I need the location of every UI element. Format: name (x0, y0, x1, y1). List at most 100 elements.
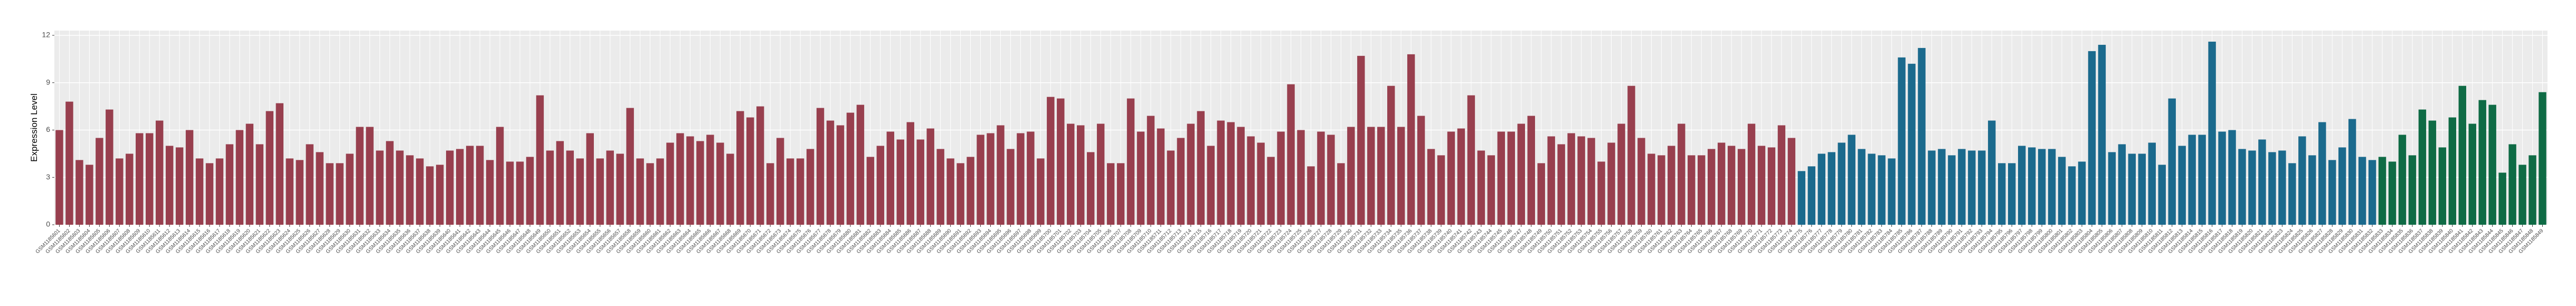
bar (1688, 155, 1696, 225)
bar (2298, 136, 2306, 225)
bar (726, 154, 734, 225)
bar (1777, 125, 1786, 225)
bar (2468, 123, 2476, 225)
bar (1928, 150, 1936, 225)
bar (676, 133, 684, 225)
bar (556, 141, 564, 225)
bar (2028, 147, 2036, 225)
bar (2438, 147, 2447, 225)
bar (1076, 125, 1085, 225)
bar (856, 104, 865, 225)
bar (1277, 131, 1285, 225)
bar (836, 125, 845, 225)
bar (466, 146, 474, 225)
bar (2068, 166, 2076, 225)
bar (666, 142, 674, 225)
bar (1337, 163, 1345, 225)
bar (706, 135, 714, 225)
bar (406, 155, 414, 225)
bar (2488, 104, 2496, 225)
bar (175, 147, 184, 225)
bar (1096, 123, 1105, 225)
bar (2498, 173, 2506, 225)
bar (1067, 123, 1075, 225)
bar (1237, 127, 1245, 225)
bar (1858, 149, 1865, 225)
bar (1267, 157, 1275, 225)
bar (2098, 44, 2106, 225)
bar (65, 101, 73, 225)
bar (1387, 85, 1395, 225)
bar (1507, 131, 1516, 225)
bar (396, 150, 404, 225)
bar (155, 120, 164, 225)
bar (346, 154, 354, 225)
bar (326, 163, 334, 225)
bar (1497, 131, 1505, 225)
bar (1767, 147, 1776, 225)
bar (2208, 41, 2216, 225)
bar (1958, 149, 1966, 225)
bar (1658, 155, 1665, 225)
bar (2388, 161, 2397, 225)
bar (1357, 55, 1365, 225)
bar (1247, 136, 1255, 225)
bar (2108, 152, 2116, 225)
bar (1537, 163, 1545, 225)
bar (606, 150, 614, 225)
bar (1888, 158, 1896, 225)
bar (616, 154, 624, 225)
bar (946, 158, 954, 225)
bar (1207, 146, 1215, 225)
bar (766, 163, 774, 225)
bar (2258, 139, 2266, 225)
bar (1968, 150, 1976, 225)
bar (2008, 163, 2016, 225)
bar (876, 146, 885, 225)
bar (195, 158, 204, 225)
bar (516, 161, 524, 225)
bar (977, 135, 984, 225)
bar (1137, 131, 1145, 225)
bar (1557, 144, 1565, 225)
bar (1417, 116, 1425, 225)
bar (526, 157, 534, 225)
bar (1147, 116, 1155, 225)
bar (2218, 131, 2226, 225)
bar (1157, 128, 1165, 225)
bar (286, 158, 293, 225)
bar (1407, 54, 1415, 225)
bar (1617, 123, 1625, 225)
bar (2158, 165, 2166, 225)
bar (1347, 127, 1355, 225)
bar (1727, 146, 1736, 225)
bar (1817, 154, 1826, 225)
bar (215, 158, 224, 225)
bar (1327, 135, 1335, 225)
bar (756, 106, 764, 225)
bar (225, 144, 234, 225)
bar (1477, 150, 1485, 225)
bar (1567, 133, 1575, 225)
bar (1126, 98, 1135, 225)
bar (1978, 150, 1986, 225)
bar (1637, 138, 1645, 225)
bar (626, 108, 634, 225)
bar (816, 108, 825, 225)
bar (716, 142, 724, 225)
bar (436, 165, 444, 225)
bar (1607, 142, 1615, 225)
bar (1217, 120, 1225, 225)
bar (245, 123, 254, 225)
bar (2178, 146, 2186, 225)
bar (2278, 150, 2286, 225)
bar (546, 150, 554, 225)
bar (1577, 136, 1585, 225)
y-tick-label: 9 (46, 78, 50, 86)
bar (2458, 85, 2466, 225)
bar (686, 136, 694, 225)
bar (1998, 163, 2006, 225)
bar (1457, 128, 1465, 225)
bar (1757, 146, 1766, 225)
bar (456, 149, 464, 225)
